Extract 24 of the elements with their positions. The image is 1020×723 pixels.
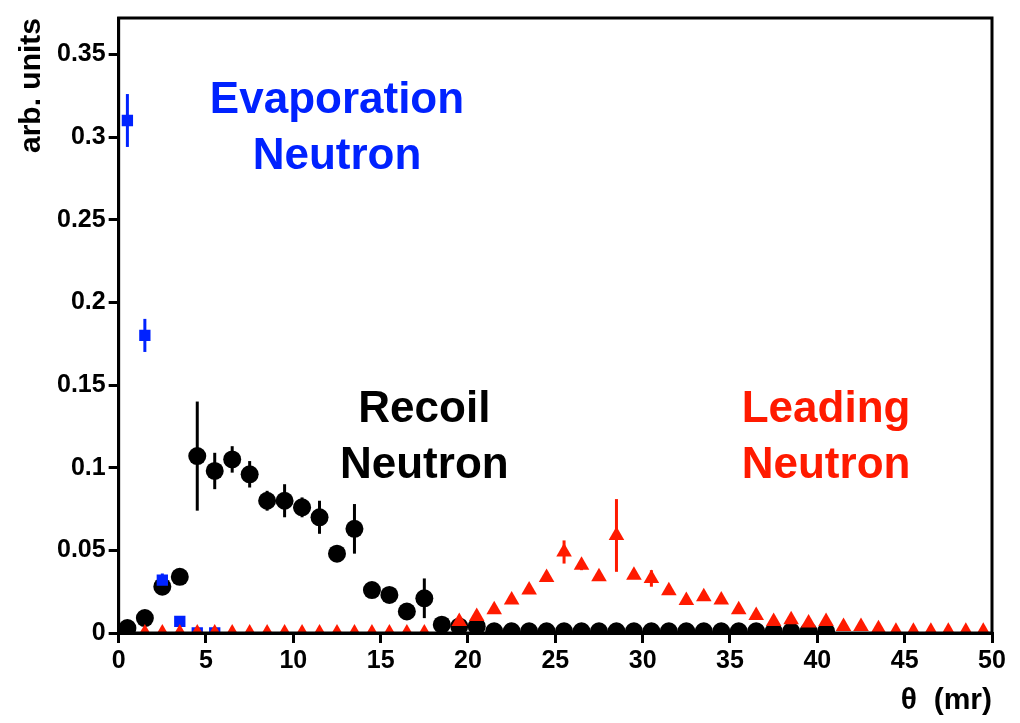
y-tick-label: 0.3	[70, 120, 106, 149]
x-tick-label: 40	[803, 644, 832, 673]
series-label: Evaporation Neutron	[209, 73, 465, 179]
y-tick-label: 0.05	[56, 534, 106, 563]
y-tick-label: 0	[91, 616, 106, 645]
x-tick-label: 5	[199, 644, 214, 673]
x-tick-label: 0	[111, 644, 126, 673]
text: Leading Neutron	[741, 382, 911, 488]
series-label: Recoil Neutron	[340, 382, 509, 488]
x-tick-label: 30	[628, 644, 657, 673]
x-tick-label: 35	[716, 644, 744, 673]
y-axis-title: arb. units	[13, 18, 47, 154]
x-tick-label: 45	[890, 644, 919, 673]
y-tick-label: 0.1	[70, 451, 106, 480]
x-tick-label: 15	[366, 644, 395, 673]
y-tick-label: 0.15	[56, 368, 106, 397]
x-tick-label: 25	[541, 644, 570, 673]
x-tick-label: 50	[978, 644, 1006, 673]
x-tick-label: 10	[279, 644, 308, 673]
y-tick-label: 0.25	[56, 203, 106, 232]
x-tick-label: 20	[454, 644, 482, 673]
y-tick-label: 0.35	[56, 38, 106, 67]
x-axis-title: θ (mr)	[900, 682, 992, 716]
y-tick-label: 0.2	[70, 286, 106, 315]
